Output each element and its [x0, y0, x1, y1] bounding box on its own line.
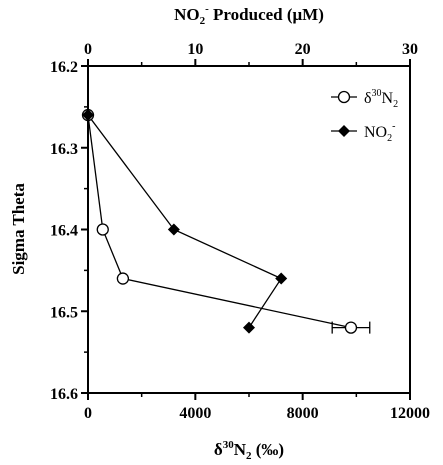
legend-no2-sup: -	[392, 121, 395, 132]
series-marks	[81, 108, 371, 334]
y-tick-label: 16.3	[50, 141, 78, 158]
y-axis-label: Sigma Theta	[9, 183, 28, 275]
legend-no2-marker	[338, 125, 350, 137]
legend-no2-sub: 2	[387, 133, 392, 144]
series-line-no2	[87, 114, 283, 328]
point-d30n2	[344, 321, 358, 334]
point-d30n2	[96, 223, 109, 236]
legend-d30n2-sub: 2	[393, 99, 398, 110]
x-top-label-sub: 2	[200, 15, 206, 27]
x-bottom-label-sub: 2	[246, 450, 252, 462]
x-top-label-tail: Produced (μM)	[209, 5, 324, 24]
legend-no2-pre: NO	[364, 124, 387, 141]
x-top-axis-ticks: 0 10 20 30	[84, 41, 418, 66]
legend: δ30N2 NO2-	[331, 88, 398, 144]
x-top-axis-label: NO2- Produced (μM)	[174, 3, 324, 27]
legend-d30n2-marker	[337, 90, 351, 104]
x-top-tick-label: 10	[187, 41, 203, 58]
x-bottom-label-sup: 30	[223, 439, 235, 451]
y-tick-label: 16.6	[50, 386, 78, 403]
y-axis-ticks: 16.2 16.3 16.4 16.5 16.6	[50, 59, 88, 403]
point-no2	[167, 223, 180, 236]
y-tick-label: 16.2	[50, 59, 78, 76]
legend-d30n2-pre: δ	[364, 90, 372, 107]
x-bottom-label-main: δ	[214, 440, 223, 459]
x-bottom-tick-label: 0	[84, 405, 92, 422]
x-bottom-axis-label: δ30N2 (‰)	[214, 439, 284, 462]
x-top-tick-label: 30	[402, 41, 418, 58]
legend-no2-label: NO2-	[364, 121, 395, 144]
y-tick-label: 16.5	[50, 304, 78, 321]
point-d30n2	[116, 272, 130, 285]
plot-frame	[87, 65, 411, 394]
point-no2	[275, 272, 288, 285]
point-no2	[82, 109, 94, 122]
y-tick-label: 16.4	[50, 223, 78, 240]
x-bottom-tick-label: 4000	[179, 405, 211, 422]
point-no2	[243, 321, 255, 334]
series-line-d30n2	[87, 114, 352, 329]
x-bottom-label-mid: N	[234, 440, 247, 459]
x-top-tick-label: 20	[295, 41, 311, 58]
x-bottom-label-tail: (‰)	[252, 440, 285, 459]
x-bottom-tick-label: 12000	[390, 405, 430, 422]
x-top-label-main: NO	[174, 5, 200, 24]
series-lines	[87, 114, 352, 329]
x-top-label-sup: -	[205, 3, 209, 15]
legend-d30n2-mid: N	[382, 90, 394, 107]
legend-d30n2-label: δ30N2	[364, 88, 398, 110]
legend-d30n2-sup: 30	[372, 88, 382, 99]
x-bottom-tick-label: 8000	[287, 405, 319, 422]
x-top-tick-label: 0	[84, 41, 92, 58]
x-bottom-axis-ticks: 0 4000 8000 12000	[84, 393, 430, 422]
